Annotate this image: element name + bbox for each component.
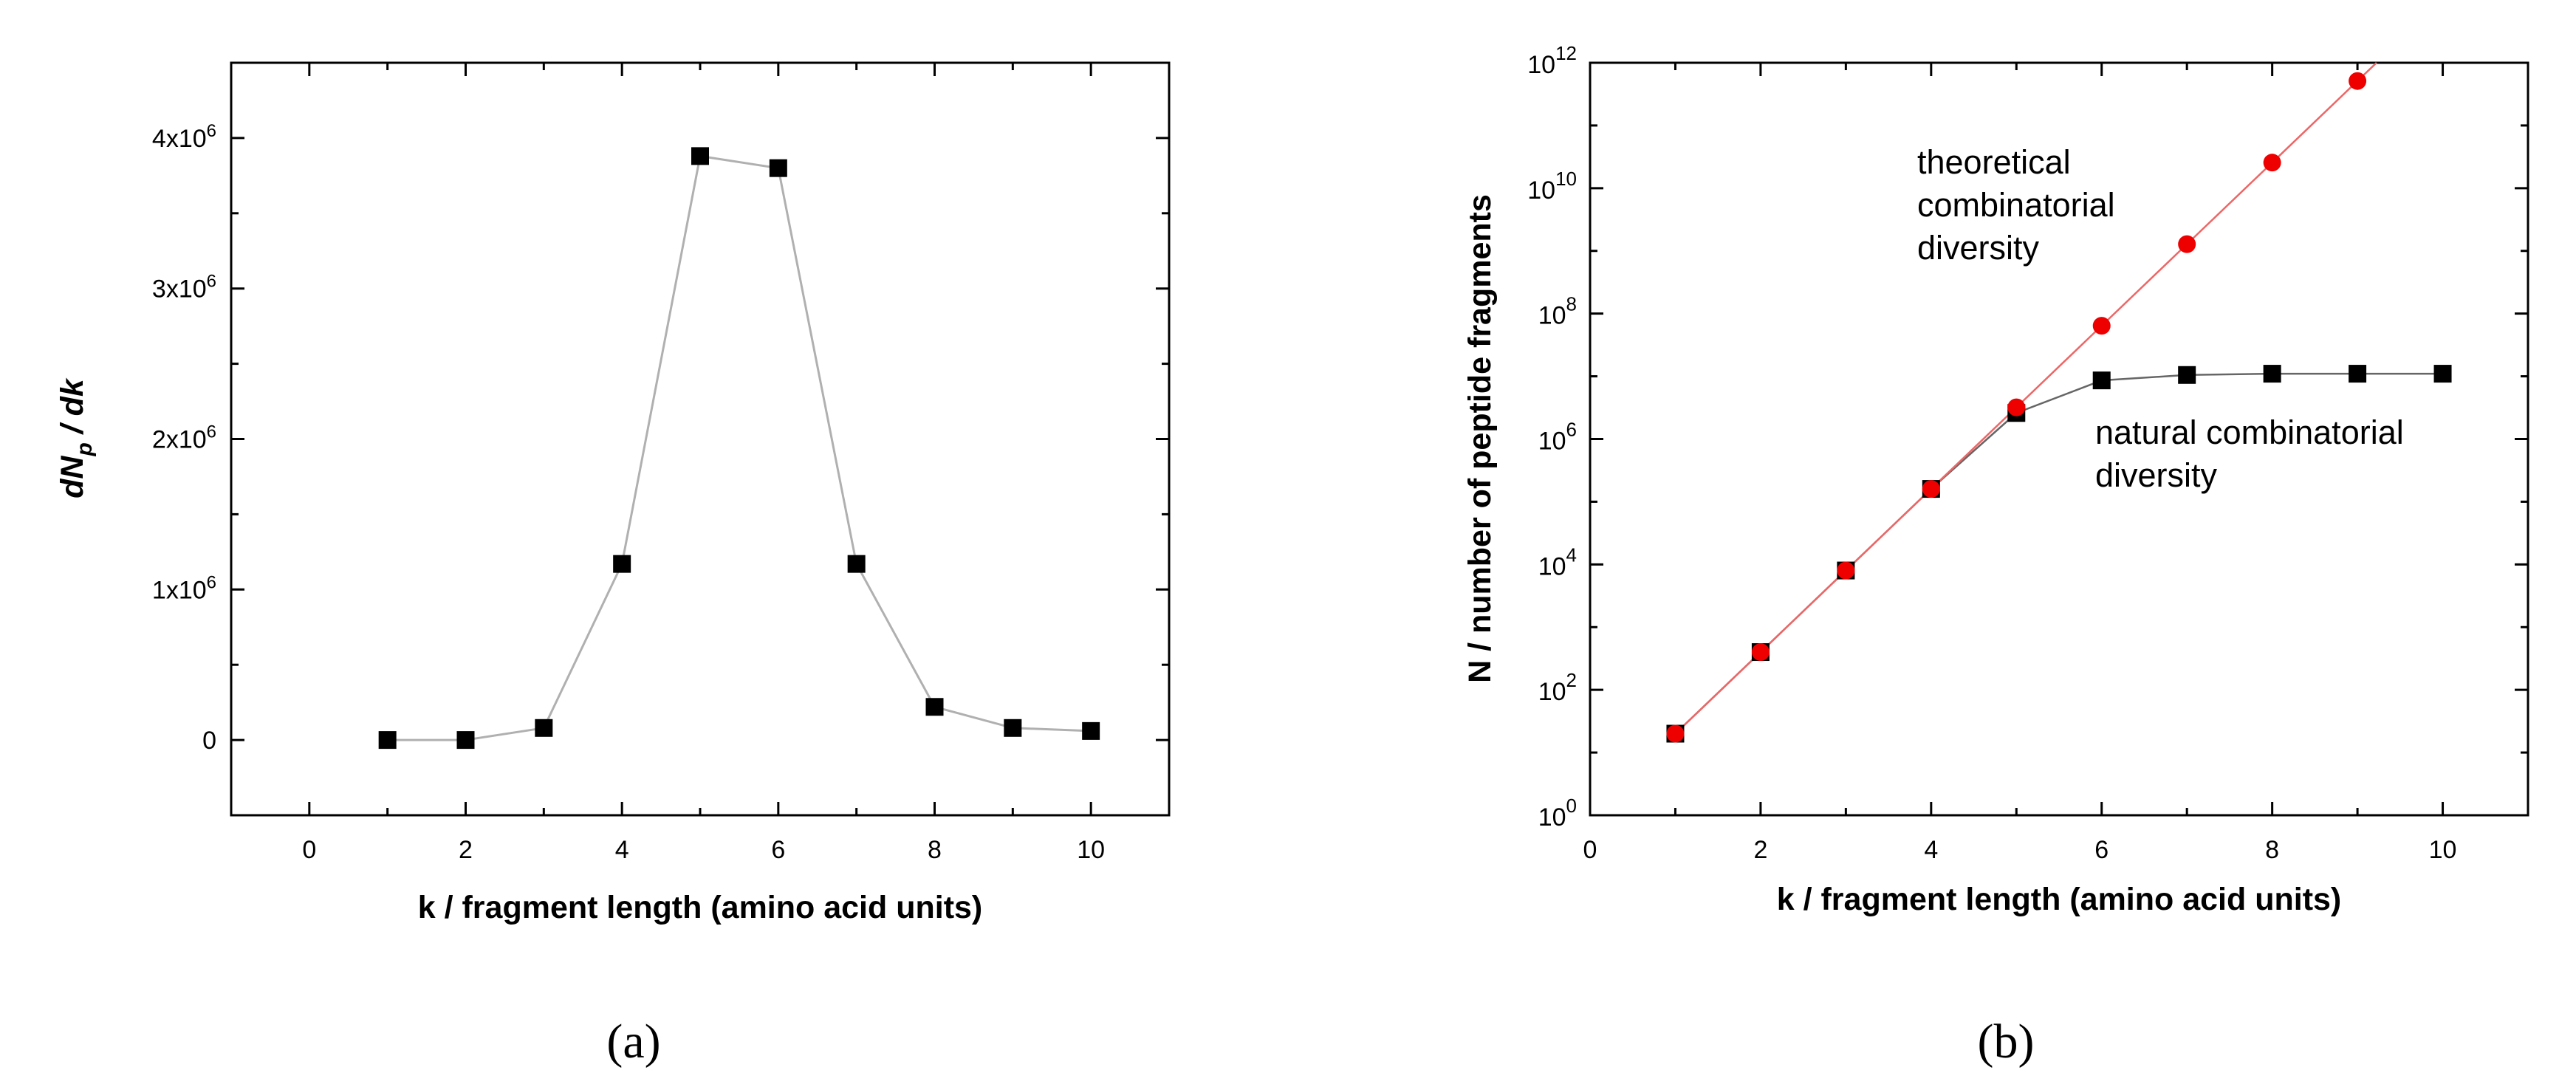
panel-a-y-tick-label-base: 4x10	[152, 125, 207, 153]
panel-a-y-tick-label: 3x106	[152, 272, 216, 304]
panel-b-y-tick-label-base: 10	[1538, 803, 1566, 831]
panel-b-x-tick-label: 2	[1753, 836, 1767, 864]
panel-a-y-tick-label-exp: 6	[207, 422, 216, 442]
panel-b-y-tick-label-exp: 0	[1566, 795, 1577, 817]
panel-a-y-tick-label-exp: 6	[207, 572, 216, 592]
panel-b-natural-point	[2263, 365, 2281, 383]
panel-a-series-0-point	[769, 159, 787, 177]
panel-b-natural-point	[2092, 371, 2111, 390]
panel-b-x-axis-title: k / fragment length (amino acid units)	[1777, 882, 2342, 917]
panel-a-x-axis-title: k / fragment length (amino acid units)	[418, 890, 983, 925]
panel-a-x-tick-label: 0	[302, 836, 316, 864]
panel-b-series-lines	[1674, 62, 2443, 735]
panel-b-y-tick-label-exp: 10	[1555, 168, 1577, 190]
panel-a-y-tick-label: 2x106	[152, 422, 216, 454]
annotation-line: natural combinatorial	[2095, 414, 2404, 451]
panel-b-y-tick-label-base: 10	[1538, 678, 1566, 706]
annotation-line: theoretical	[1917, 143, 2071, 181]
panel-b-theoretical-point	[1837, 561, 1855, 580]
panel-b-x-tick-label: 0	[1583, 836, 1597, 864]
panel-b-y-axis-title: N / number of peptide fragments	[1462, 194, 1498, 683]
panel-a-y-tick-label-exp: 6	[207, 272, 216, 292]
panel-a-y-tick-label-base: 2x10	[152, 426, 207, 454]
panel-a-series-0-point	[847, 555, 866, 573]
panel-b-y-tick-label-base: 10	[1538, 428, 1566, 456]
panel-b-y-tick-label-base: 10	[1538, 302, 1566, 330]
panel-b-natural-point	[2433, 365, 2452, 383]
panel-b-y-tick-label-base: 10	[1527, 176, 1555, 205]
panel-b-y-tick-label: 102	[1538, 669, 1577, 706]
panel-a-y-tick-label-base: 3x10	[152, 275, 207, 304]
panel-b-natural-point	[2349, 365, 2367, 383]
panel-a-series-0-line	[387, 154, 1092, 741]
annotation-line: diversity	[1917, 229, 2040, 267]
panel-a-x-tick-label: 8	[928, 836, 942, 864]
panel-b-y-tick-label-exp: 12	[1555, 42, 1577, 64]
panel-b-y-tick-label-base: 10	[1538, 552, 1566, 580]
panel-a-series-lines	[387, 154, 1092, 741]
panel-b-theoretical-series-line	[1674, 62, 2377, 735]
panel-b-theoretical-point	[1666, 724, 1685, 743]
panel-a-markers	[378, 147, 1100, 750]
annotation-theoretical-combinatorial-diversity: theoretical combinatorial diversity	[1917, 143, 2115, 267]
panel-b-y-tick-label-base: 10	[1527, 51, 1555, 79]
annotation-natural-combinatorial-diversity: natural combinatorial diversity	[2095, 414, 2404, 494]
panel-a-y-tick-label: 4x106	[152, 121, 216, 153]
panel-b-y-tick-label: 104	[1538, 544, 1577, 580]
panel-a-y-tick-label-exp: 6	[207, 121, 216, 141]
panel-a-x-tick-label: 10	[1077, 836, 1105, 864]
panel-a-series-0-point	[691, 147, 709, 165]
panel-a-x-tick-label: 6	[771, 836, 785, 864]
panel-a-y-tick-label-base: 0	[202, 727, 216, 755]
panel-b-theoretical-point	[2092, 317, 2111, 335]
annotation-line: diversity	[2095, 456, 2218, 494]
panel-b-y-tick-label-exp: 6	[1566, 419, 1577, 441]
panel-a-y-tick-label: 0	[202, 727, 216, 755]
panel-b-theoretical-point	[1751, 643, 1770, 662]
annotation-line: combinatorial	[1917, 186, 2115, 224]
panel-a-x-tick-label: 2	[459, 836, 473, 864]
panel-a-y-axis-title-main: dN	[55, 456, 90, 498]
panel-a-series-0-point	[925, 698, 944, 716]
panel-b-x-tick-label: 8	[2265, 836, 2279, 864]
panel-a-series-0-point	[613, 555, 631, 573]
panel-b-theoretical-point	[2007, 398, 2026, 416]
panel-a-x-tick-label: 4	[615, 836, 629, 864]
panel-a-y-axis-title-rest: / dk	[55, 377, 90, 442]
panel-b-y-tick-label: 108	[1538, 293, 1577, 330]
panel-a-series-0-point	[378, 731, 397, 750]
panel-a-y-tick-label: 1x106	[152, 572, 216, 604]
panel-b-theoretical-point	[2178, 235, 2196, 253]
panel-b-y-tick-label-exp: 8	[1566, 293, 1577, 315]
panel-a-series-0-point	[1082, 721, 1100, 740]
panel-b-y-tick-label: 100	[1538, 795, 1577, 831]
panel-b-y-tick-label: 1010	[1527, 168, 1577, 205]
panel-b-x-tick-label: 10	[2429, 836, 2457, 864]
panel-a-y-tick-label-base: 1x10	[152, 576, 207, 604]
panel-b-natural-point	[2178, 366, 2196, 384]
panel-b-theoretical-point	[1922, 480, 1940, 498]
panel-b-theoretical-point	[2349, 72, 2367, 90]
panel-b-y-tick-label: 1012	[1527, 42, 1577, 79]
panel-b-x-tick-label: 4	[1924, 836, 1938, 864]
panel-b-y-tick-label-exp: 4	[1566, 544, 1577, 566]
panel-a-series-0-point	[1004, 719, 1022, 737]
panel-b-x-tick-label: 6	[2094, 836, 2109, 864]
panel-a-plot-frame	[230, 61, 1171, 817]
panel-b-theoretical-point	[2263, 154, 2281, 172]
panel-b-markers	[1666, 72, 2452, 743]
panel-a-y-axis-title: dNp / dk	[55, 377, 97, 498]
panel-b-y-tick-label: 106	[1538, 419, 1577, 456]
panel-a-label: (a)	[606, 1015, 660, 1069]
panel-a-y-axis-title-sub: p	[72, 442, 97, 456]
panel-b-label: (b)	[1978, 1015, 2035, 1069]
panel-b-y-tick-label-exp: 2	[1566, 669, 1577, 691]
panel-a-series-0-point	[535, 719, 553, 737]
panel-a-series-0-point	[456, 731, 475, 750]
